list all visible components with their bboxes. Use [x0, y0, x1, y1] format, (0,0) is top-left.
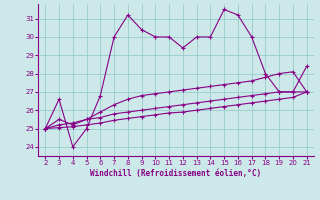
X-axis label: Windchill (Refroidissement éolien,°C): Windchill (Refroidissement éolien,°C) [91, 169, 261, 178]
